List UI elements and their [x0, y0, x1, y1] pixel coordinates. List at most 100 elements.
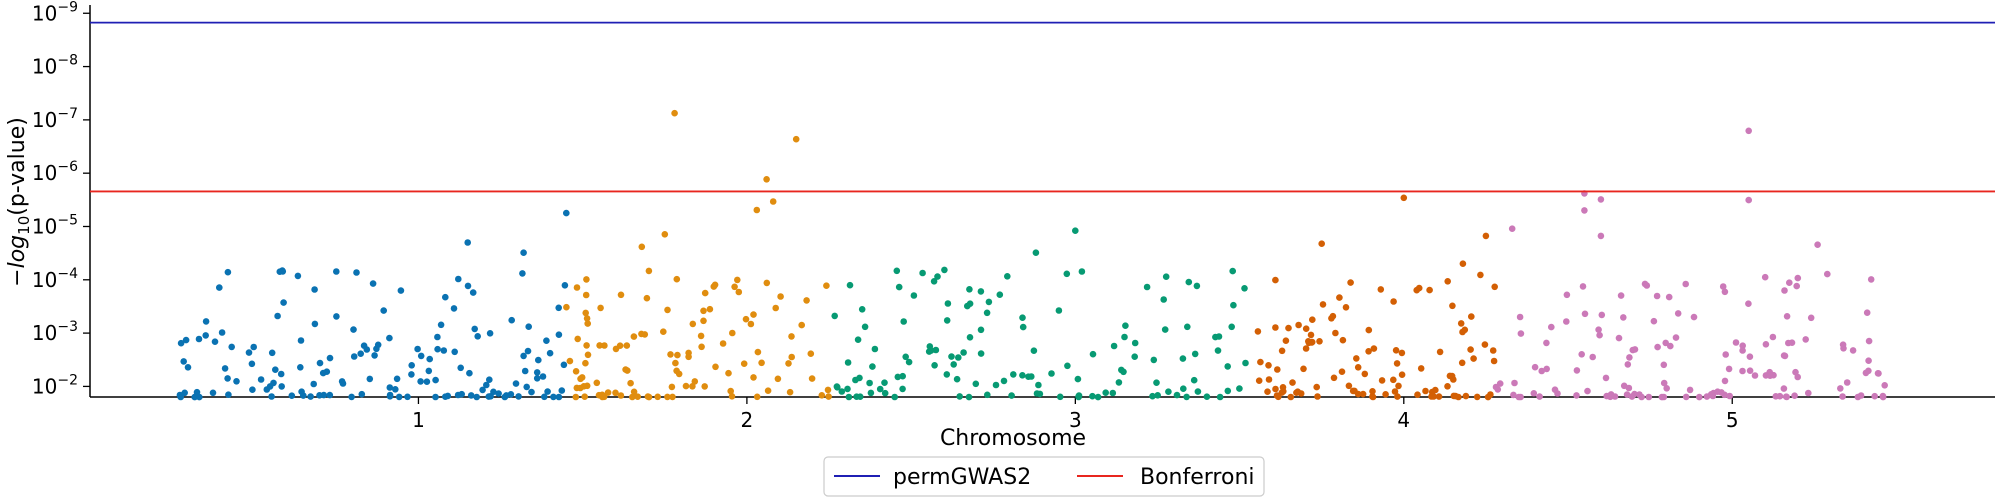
data-point — [706, 305, 714, 313]
data-point — [1426, 286, 1433, 294]
data-point — [1190, 376, 1198, 384]
data-point — [1019, 314, 1026, 322]
data-point — [1395, 382, 1402, 390]
data-point — [1473, 393, 1481, 401]
data-point — [1109, 389, 1117, 397]
data-point — [1481, 341, 1489, 348]
data-point — [1739, 367, 1746, 375]
data-point — [1275, 393, 1282, 401]
data-point — [1131, 353, 1138, 361]
data-point — [1302, 345, 1310, 352]
data-point — [669, 393, 676, 401]
data-point — [272, 366, 279, 374]
data-point — [1517, 330, 1525, 337]
data-point — [582, 291, 590, 299]
data-point — [395, 393, 403, 401]
data-point — [583, 276, 590, 283]
data-point — [824, 386, 832, 394]
data-point — [582, 309, 589, 317]
data-point — [1400, 194, 1408, 202]
data-point — [386, 384, 394, 391]
data-point — [764, 387, 772, 395]
data-point — [1783, 393, 1790, 401]
data-point — [311, 320, 319, 328]
data-point — [572, 393, 580, 401]
data-point — [360, 342, 368, 350]
data-point — [638, 330, 645, 338]
y-tick-label-base: 10 — [32, 108, 57, 132]
data-point — [1824, 270, 1831, 278]
data-point — [598, 391, 606, 399]
data-point — [1530, 390, 1538, 397]
data-point — [523, 383, 530, 391]
data-point — [1074, 375, 1082, 383]
data-point — [1162, 273, 1170, 281]
data-point — [807, 350, 815, 358]
data-point — [1228, 323, 1235, 331]
data-point — [466, 369, 473, 377]
data-point — [1596, 331, 1603, 339]
data-point — [221, 365, 229, 372]
data-point — [803, 297, 810, 304]
data-point — [593, 379, 601, 387]
data-point — [792, 135, 800, 143]
data-point — [701, 383, 708, 390]
data-point — [643, 294, 651, 302]
data-point — [408, 371, 415, 378]
data-point — [825, 393, 832, 400]
y-tick-label-exponent: −5 — [57, 212, 78, 228]
data-point — [1563, 318, 1570, 325]
data-point — [985, 298, 993, 306]
data-point — [393, 375, 401, 383]
data-point — [423, 378, 431, 386]
data-point — [1224, 387, 1232, 395]
y-tick-label: 10−9 — [32, 0, 78, 25]
data-point — [638, 243, 646, 251]
data-point — [457, 364, 465, 372]
data-point — [1623, 391, 1631, 398]
data-point — [972, 380, 980, 388]
data-point — [1761, 273, 1769, 281]
data-point — [1430, 393, 1437, 400]
data-point — [1807, 314, 1815, 322]
data-point — [788, 333, 795, 340]
data-point — [996, 291, 1004, 299]
data-point — [1482, 232, 1490, 240]
data-point — [966, 334, 974, 341]
data-point — [417, 378, 424, 385]
data-point — [566, 357, 574, 365]
y-tick-label-base: 10 — [32, 55, 57, 79]
data-point — [584, 351, 592, 359]
data-point — [682, 382, 690, 390]
data-point — [1452, 392, 1459, 400]
data-point — [550, 393, 557, 401]
data-point — [546, 349, 554, 357]
data-point — [944, 300, 952, 307]
data-point — [735, 288, 743, 296]
data-point — [1781, 352, 1789, 360]
data-point — [1224, 363, 1231, 370]
data-point — [895, 283, 903, 291]
data-point — [1874, 370, 1882, 377]
data-point — [218, 329, 226, 336]
data-point — [1607, 391, 1615, 398]
data-point — [1490, 357, 1498, 365]
data-point — [1055, 307, 1063, 314]
data-point — [1185, 278, 1193, 286]
y-tick-label-base: 10 — [32, 161, 57, 185]
data-point — [358, 390, 366, 398]
y-tick-label-exponent: −3 — [57, 319, 78, 335]
data-point — [574, 335, 581, 343]
data-point — [1663, 385, 1670, 392]
data-point — [1791, 392, 1798, 400]
data-point — [277, 370, 285, 378]
y-tick-label: 10−4 — [32, 266, 78, 292]
data-point — [288, 392, 296, 400]
data-point — [525, 323, 532, 331]
data-point — [1102, 389, 1109, 397]
data-point — [1279, 384, 1287, 391]
data-point — [674, 351, 681, 359]
data-point — [1345, 382, 1353, 390]
data-point — [1293, 389, 1300, 397]
data-point — [596, 342, 603, 349]
